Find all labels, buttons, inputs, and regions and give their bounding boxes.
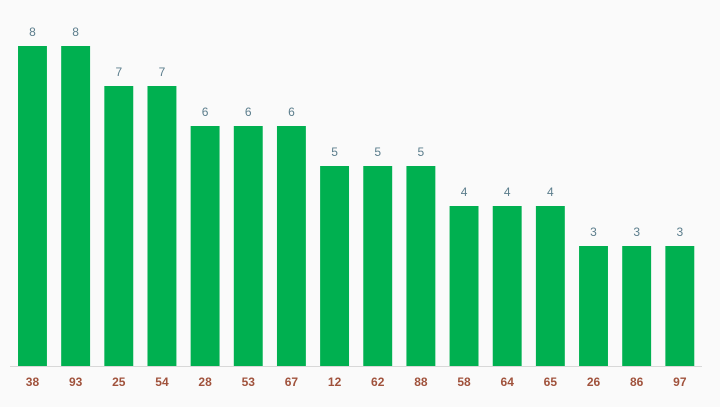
value-label: 6 [245,105,252,119]
value-label: 6 [202,105,209,119]
value-label: 8 [72,25,79,39]
bar [535,206,565,366]
x-tick-label: 38 [26,375,40,389]
value-label: 8 [29,25,36,39]
x-tick-label: 12 [328,375,342,389]
x-tick-label: 25 [112,375,126,389]
value-label: 4 [547,185,554,199]
value-label: 3 [676,225,683,239]
x-tick-label: 65 [544,375,558,389]
x-tick-label: 26 [587,375,601,389]
bar [363,166,393,366]
bar [320,166,350,366]
bar [449,206,479,366]
bar [665,246,695,366]
value-label: 3 [590,225,597,239]
value-label: 7 [115,65,122,79]
value-label: 5 [418,145,425,159]
bar [579,246,608,366]
x-tick-label: 93 [69,375,83,389]
x-tick-label: 53 [242,375,256,389]
x-tick-label: 62 [371,375,385,389]
x-tick-label: 88 [414,375,428,389]
value-label: 4 [461,185,468,199]
x-tick-label: 58 [457,375,471,389]
bar [147,86,177,366]
x-tick-label: 97 [673,375,687,389]
bar [104,86,134,366]
bar [61,46,91,366]
value-label: 7 [159,65,166,79]
bar [18,46,47,366]
x-tick-label: 28 [198,375,212,389]
bar [190,126,220,366]
bar [492,206,522,366]
value-label: 3 [633,225,640,239]
bar [233,126,263,366]
value-label: 6 [288,105,295,119]
x-tick-label: 64 [501,375,515,389]
x-tick-label: 86 [630,375,644,389]
value-label: 4 [504,185,511,199]
bar [406,166,436,366]
value-label: 5 [374,145,381,159]
bar [276,126,306,366]
value-label: 5 [331,145,338,159]
x-tick-label: 67 [285,375,299,389]
bar [622,246,652,366]
x-tick-label: 54 [155,375,169,389]
